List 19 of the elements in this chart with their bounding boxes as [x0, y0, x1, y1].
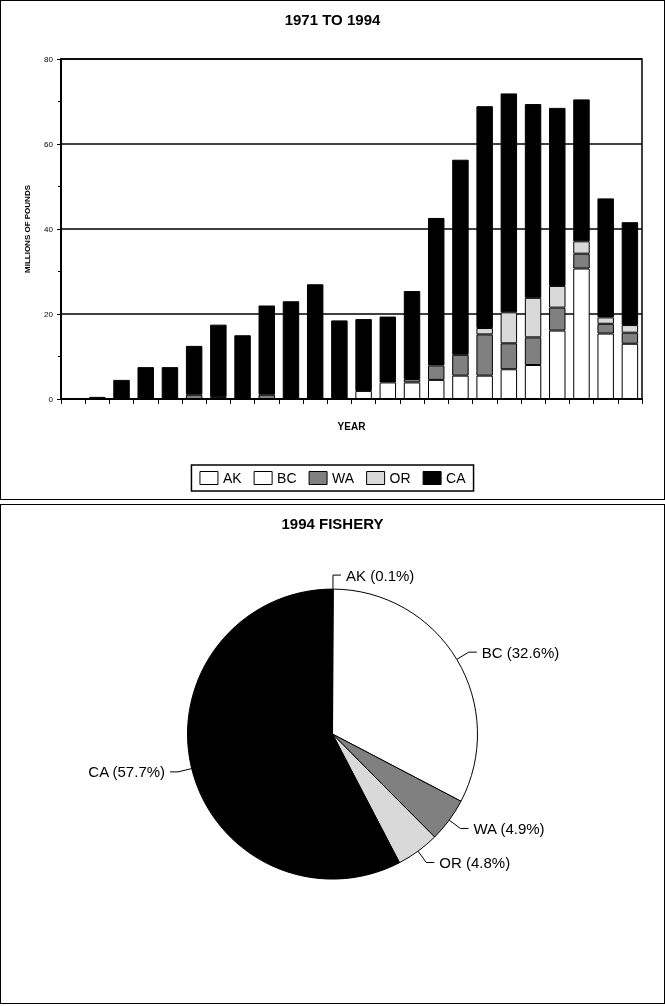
slice-label: BC (32.6%) [481, 643, 560, 661]
y-tick-label: 80 [44, 54, 54, 64]
y-tick-label: 0 [48, 394, 54, 404]
chart-title: 1971 TO 1994 [284, 11, 381, 28]
legend-label: AK [222, 470, 243, 486]
y-tick-label: 20 [44, 309, 54, 319]
legend-label: BC [277, 470, 297, 486]
legend-label: WA [332, 470, 355, 486]
chart-title: 1994 FISHERY [281, 515, 384, 532]
slice-label: WA (4.9%) [473, 819, 545, 837]
slice-label: AK (0.1%) [346, 566, 415, 584]
y-tick-label: 60 [44, 139, 54, 149]
slice-label: CA (57.7%) [88, 763, 166, 781]
legend-label: CA [446, 470, 467, 486]
y-axis-title: MILLIONS OF POUNDS [22, 184, 32, 273]
legend-label: OR [389, 470, 411, 486]
slice-label: OR (4.8%) [439, 853, 511, 871]
y-tick-label: 40 [44, 224, 54, 234]
x-axis-title: YEAR [337, 420, 367, 432]
